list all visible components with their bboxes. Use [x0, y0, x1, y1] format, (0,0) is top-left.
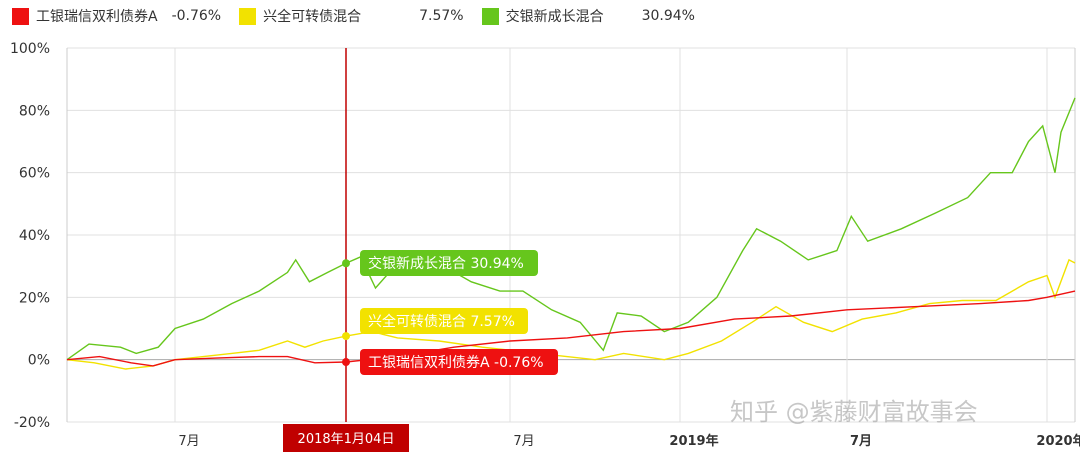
tooltip-label: 工银瑞信双利债券A -0.76%	[368, 355, 544, 371]
tooltip-box	[360, 349, 558, 375]
tooltip-box	[360, 308, 528, 334]
legend-item-0[interactable]: 工银瑞信双利债券A -0.76%	[12, 6, 221, 26]
crosshair-point	[342, 332, 350, 341]
legend-label: 兴全可转债混合	[263, 9, 362, 25]
crosshair-date-box	[283, 424, 409, 452]
legend-swatch	[481, 7, 499, 25]
series-line-0	[66, 290, 1076, 367]
legend-label: 交银新成长混合	[505, 9, 604, 25]
legend-value: -0.76%	[171, 8, 222, 24]
y-tick-label: 60%	[19, 166, 50, 182]
y-tick-label: 20%	[19, 290, 50, 306]
x-tick-label: 2020年	[1036, 433, 1080, 449]
tooltip-label: 兴全可转债混合 7.57%	[368, 313, 515, 330]
legend-swatch	[239, 7, 257, 25]
legend-item-2[interactable]: 交银新成长混合 30.94%	[481, 6, 695, 26]
x-tick-label: 7月	[178, 434, 199, 449]
y-tick-label: 80%	[19, 103, 50, 119]
crosshair-point	[342, 358, 350, 367]
crosshair-point	[342, 259, 350, 268]
legend-label: 工银瑞信双利债券A	[36, 9, 158, 25]
crosshair-date-label: 2018年1月04日	[298, 432, 395, 447]
series-line-2	[66, 97, 1076, 361]
x-tick-label: 7月	[850, 434, 872, 449]
legend-swatch	[12, 7, 29, 25]
legend-value: 30.94%	[641, 8, 695, 24]
x-tick-label: 2019年	[669, 433, 718, 449]
x-tick-label: 7月	[513, 434, 534, 449]
y-tick-label: -20%	[14, 415, 50, 431]
legend-value: 7.57%	[419, 8, 464, 24]
series-line-1	[66, 258, 1076, 370]
tooltip-box	[360, 250, 538, 276]
y-tick-label: 40%	[19, 228, 50, 244]
watermark: 知乎 @紫藤财富故事会	[730, 398, 978, 426]
legend: 工银瑞信双利债券A -0.76% 兴全可转债混合 7.57% 交银新成长混合 30.9…	[12, 6, 713, 26]
y-tick-label: 100%	[10, 41, 50, 57]
legend-item-1[interactable]: 兴全可转债混合 7.57%	[239, 6, 464, 26]
y-tick-label: 0%	[28, 353, 50, 369]
tooltip-label: 交银新成长混合 30.94%	[368, 255, 524, 272]
